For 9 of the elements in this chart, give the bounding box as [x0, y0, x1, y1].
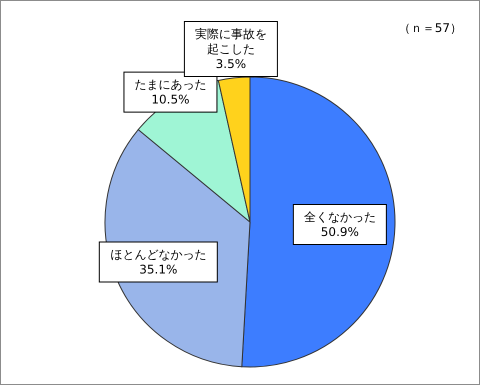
- data-label: 50.9%: [320, 225, 359, 240]
- slice-label: たまにあった: [134, 78, 206, 92]
- slice-label: ほとんどなかった: [110, 248, 206, 262]
- slice-label: 全くなかった: [304, 210, 376, 224]
- data-label: 10.5%: [151, 92, 190, 107]
- data-label: 3.5%: [216, 57, 246, 72]
- text: （ｎ＝57）: [398, 21, 462, 35]
- slice-label: 実際に事故を起こした: [194, 27, 267, 56]
- data-label: 35.1%: [139, 262, 178, 277]
